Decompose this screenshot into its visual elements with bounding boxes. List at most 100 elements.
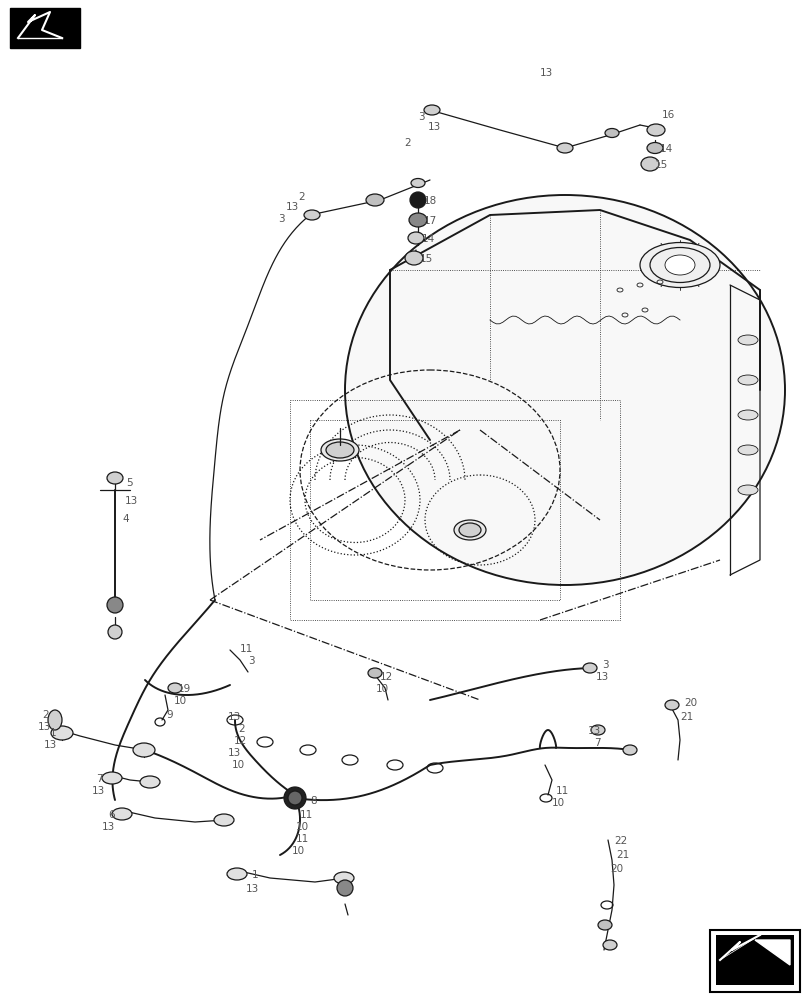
Text: 10: 10 bbox=[292, 846, 305, 856]
Text: 7: 7 bbox=[96, 774, 102, 784]
Ellipse shape bbox=[325, 442, 354, 458]
Ellipse shape bbox=[423, 105, 440, 115]
Ellipse shape bbox=[556, 143, 573, 153]
Text: 20: 20 bbox=[683, 698, 697, 708]
Ellipse shape bbox=[622, 745, 636, 755]
FancyBboxPatch shape bbox=[709, 930, 799, 992]
Ellipse shape bbox=[604, 129, 618, 138]
Text: 2: 2 bbox=[404, 138, 410, 148]
Text: 6: 6 bbox=[108, 810, 114, 820]
Text: 19: 19 bbox=[178, 684, 191, 694]
Text: 8: 8 bbox=[310, 796, 316, 806]
Text: 21: 21 bbox=[616, 850, 629, 860]
Ellipse shape bbox=[664, 700, 678, 710]
Text: 15: 15 bbox=[654, 160, 667, 170]
Text: 15: 15 bbox=[419, 254, 433, 264]
Text: 21: 21 bbox=[679, 712, 693, 722]
Text: 13: 13 bbox=[38, 722, 51, 732]
Text: 10: 10 bbox=[551, 798, 564, 808]
Ellipse shape bbox=[320, 439, 358, 461]
Ellipse shape bbox=[737, 445, 757, 455]
Ellipse shape bbox=[409, 213, 427, 227]
Text: 13: 13 bbox=[228, 748, 241, 758]
Ellipse shape bbox=[303, 210, 320, 220]
Text: 5: 5 bbox=[126, 478, 132, 488]
Text: 13: 13 bbox=[539, 68, 552, 78]
Text: 13: 13 bbox=[427, 122, 440, 132]
Ellipse shape bbox=[337, 880, 353, 896]
Text: 11: 11 bbox=[299, 810, 313, 820]
Ellipse shape bbox=[590, 725, 604, 735]
Ellipse shape bbox=[288, 791, 302, 805]
Text: 13: 13 bbox=[125, 496, 138, 506]
Ellipse shape bbox=[407, 232, 423, 244]
Ellipse shape bbox=[51, 726, 73, 740]
Text: 11: 11 bbox=[296, 834, 309, 844]
Ellipse shape bbox=[646, 124, 664, 136]
Text: 17: 17 bbox=[423, 216, 436, 226]
Ellipse shape bbox=[410, 179, 424, 188]
Text: 7: 7 bbox=[594, 738, 600, 748]
Text: 13: 13 bbox=[92, 786, 105, 796]
Text: 13: 13 bbox=[285, 202, 299, 212]
Text: 2: 2 bbox=[298, 192, 304, 202]
Text: 10: 10 bbox=[296, 822, 309, 832]
Ellipse shape bbox=[664, 255, 694, 275]
Ellipse shape bbox=[345, 195, 784, 585]
Ellipse shape bbox=[597, 920, 611, 930]
Text: 10: 10 bbox=[375, 684, 388, 694]
Ellipse shape bbox=[108, 625, 122, 639]
Ellipse shape bbox=[139, 776, 160, 788]
FancyBboxPatch shape bbox=[715, 935, 793, 985]
Ellipse shape bbox=[410, 192, 426, 208]
Text: 20: 20 bbox=[609, 864, 622, 874]
Ellipse shape bbox=[107, 472, 122, 484]
Ellipse shape bbox=[458, 523, 480, 537]
Text: 3: 3 bbox=[277, 214, 285, 224]
Ellipse shape bbox=[112, 808, 132, 820]
Text: 16: 16 bbox=[661, 110, 675, 120]
Ellipse shape bbox=[133, 743, 155, 757]
Ellipse shape bbox=[405, 251, 423, 265]
Ellipse shape bbox=[366, 194, 384, 206]
Ellipse shape bbox=[639, 242, 719, 288]
Polygon shape bbox=[754, 940, 789, 965]
Ellipse shape bbox=[737, 335, 757, 345]
Polygon shape bbox=[10, 8, 80, 48]
Ellipse shape bbox=[603, 940, 616, 950]
Ellipse shape bbox=[737, 410, 757, 420]
Text: 13: 13 bbox=[587, 726, 600, 736]
Text: 9: 9 bbox=[165, 710, 173, 720]
Ellipse shape bbox=[646, 142, 663, 154]
Ellipse shape bbox=[107, 597, 122, 613]
Text: 3: 3 bbox=[247, 656, 255, 666]
Text: 14: 14 bbox=[659, 144, 672, 154]
Ellipse shape bbox=[640, 157, 659, 171]
Ellipse shape bbox=[453, 520, 486, 540]
Ellipse shape bbox=[214, 814, 234, 826]
Text: 14: 14 bbox=[422, 234, 435, 244]
Text: 3: 3 bbox=[601, 660, 608, 670]
Text: 2: 2 bbox=[238, 724, 244, 734]
Text: 11: 11 bbox=[240, 644, 253, 654]
Text: 13: 13 bbox=[595, 672, 608, 682]
Text: 4: 4 bbox=[122, 514, 128, 524]
Text: 12: 12 bbox=[234, 736, 247, 746]
Ellipse shape bbox=[168, 683, 182, 693]
Ellipse shape bbox=[582, 663, 596, 673]
Text: 12: 12 bbox=[380, 672, 393, 682]
Text: 13: 13 bbox=[102, 822, 115, 832]
Ellipse shape bbox=[737, 485, 757, 495]
Text: 2: 2 bbox=[42, 710, 49, 720]
Text: 18: 18 bbox=[423, 196, 436, 206]
Text: 1: 1 bbox=[50, 728, 57, 738]
Ellipse shape bbox=[227, 868, 247, 880]
Text: 10: 10 bbox=[174, 696, 187, 706]
Text: 22: 22 bbox=[613, 836, 626, 846]
Text: 3: 3 bbox=[418, 112, 424, 122]
Text: 10: 10 bbox=[232, 760, 245, 770]
Ellipse shape bbox=[102, 772, 122, 784]
Ellipse shape bbox=[367, 668, 381, 678]
Text: 1: 1 bbox=[251, 870, 259, 880]
Ellipse shape bbox=[284, 787, 306, 809]
